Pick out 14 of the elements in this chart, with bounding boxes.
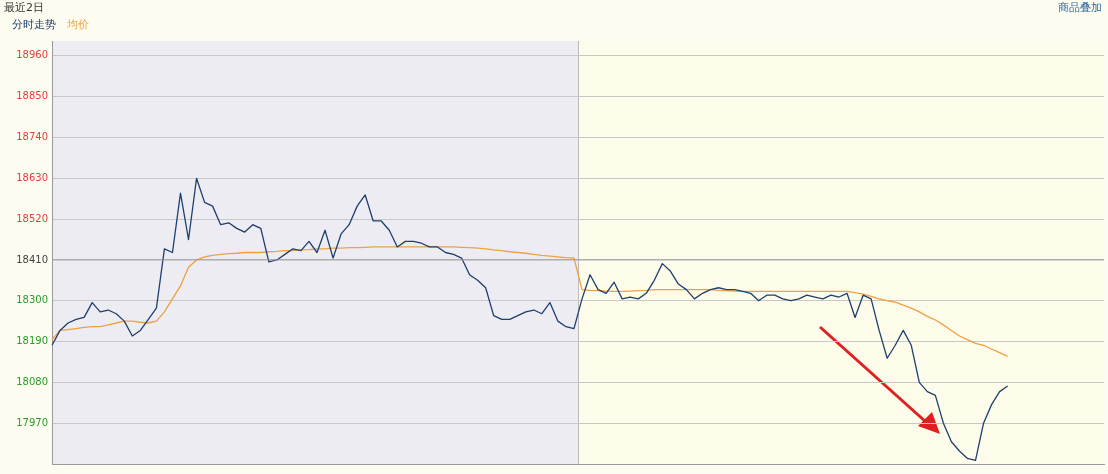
y-tick-label: 18080 [16, 375, 48, 387]
y-tick-label: 18520 [16, 212, 48, 224]
text: 分时走势 [11, 18, 56, 32]
y-tick-label: 18410 [16, 253, 48, 265]
text: 均价 [66, 18, 89, 32]
y-tick-label: 18630 [16, 171, 48, 183]
y-tick-label: 18740 [16, 131, 48, 143]
y-tick-label: 18850 [16, 90, 48, 102]
y-tick-label: 18190 [16, 335, 48, 347]
y-tick-label: 17970 [16, 416, 48, 428]
y-tick-label: 18300 [16, 294, 48, 306]
chart-title: 最近2日 [4, 0, 44, 15]
y-tick-label: 18960 [16, 49, 48, 61]
text: 商品叠加 [1058, 0, 1102, 15]
